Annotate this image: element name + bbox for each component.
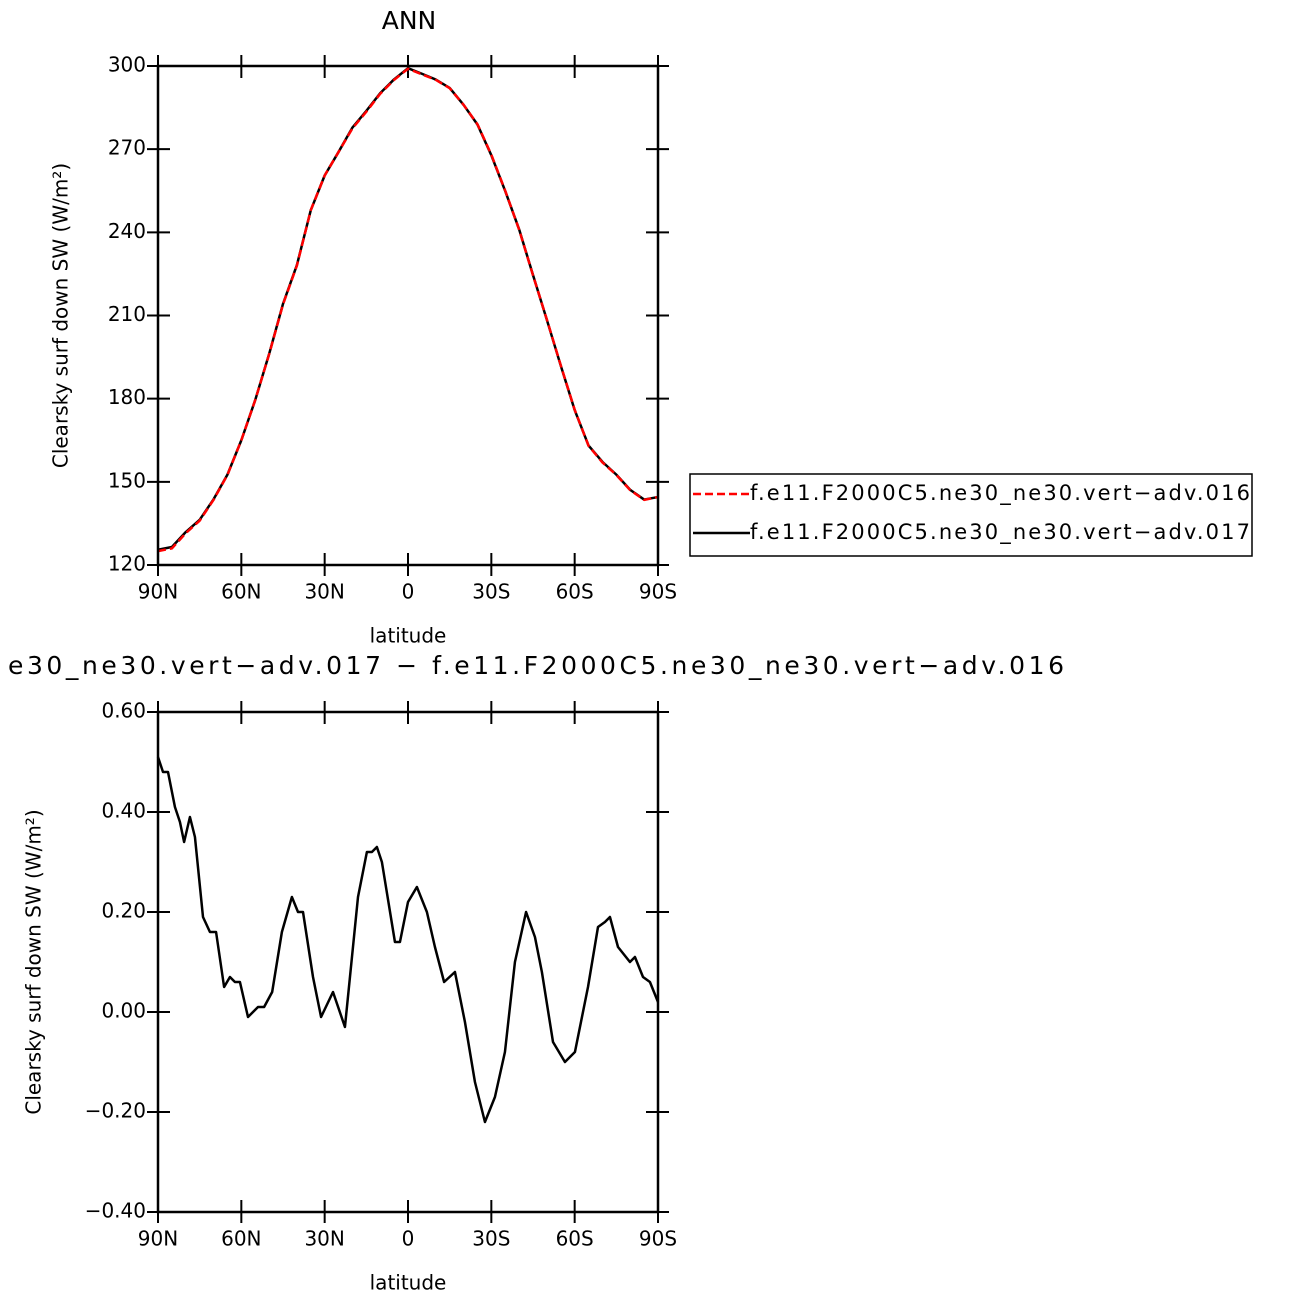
y-tick-label: 120: [108, 552, 146, 576]
y-axis-label: Clearsky surf down SW (W/m²): [22, 809, 46, 1114]
y-tick-label: 180: [108, 385, 146, 409]
y-tick-label: 300: [108, 53, 146, 77]
x-tick-label: 30S: [472, 1227, 510, 1251]
y-tick-label: −0.40: [85, 1199, 146, 1223]
x-axis-label: latitude: [370, 1271, 447, 1295]
x-axis-label: latitude: [370, 624, 447, 648]
x-tick-label: 60N: [221, 580, 261, 604]
plot-frame: [156, 64, 660, 567]
chart-title: e30_ne30.vert−adv.017 − f.e11.F2000C5.ne…: [8, 651, 1064, 680]
y-tick-label: −0.20: [85, 1099, 146, 1123]
legend-label: f.e11.F2000C5.ne30_ne30.vert−adv.017: [750, 520, 1250, 545]
y-tick-label: 0.00: [101, 999, 146, 1023]
y-tick-label: 270: [108, 136, 146, 160]
x-tick-label: 0: [402, 580, 415, 604]
x-tick-label: 60N: [221, 1227, 261, 1251]
legend-label: f.e11.F2000C5.ne30_ne30.vert−adv.016: [750, 481, 1250, 506]
x-tick-label: 60S: [556, 580, 594, 604]
series-line: [157, 67, 659, 553]
x-tick-label: 30N: [304, 1227, 344, 1251]
x-tick-label: 60S: [556, 1227, 594, 1251]
x-tick-label: 90S: [639, 580, 677, 604]
chart-title: ANN: [382, 6, 437, 35]
y-tick-label: 0.20: [101, 899, 146, 923]
y-tick-label: 0.60: [101, 699, 146, 723]
y-tick-label: 210: [108, 302, 146, 326]
x-tick-label: 90N: [138, 580, 178, 604]
plot-frame: [156, 710, 660, 1214]
x-tick-label: 90N: [138, 1227, 178, 1251]
x-tick-label: 30N: [304, 580, 344, 604]
x-tick-label: 90S: [639, 1227, 677, 1251]
y-tick-label: 240: [108, 219, 146, 243]
x-tick-label: 30S: [472, 580, 510, 604]
y-tick-label: 0.40: [101, 799, 146, 823]
series-line: [157, 66, 659, 551]
y-tick-label: 150: [108, 468, 146, 492]
legend-box: [689, 473, 1253, 557]
series-line: [156, 756, 660, 1124]
x-tick-label: 0: [402, 1227, 415, 1251]
y-axis-label: Clearsky surf down SW (W/m²): [49, 163, 73, 468]
